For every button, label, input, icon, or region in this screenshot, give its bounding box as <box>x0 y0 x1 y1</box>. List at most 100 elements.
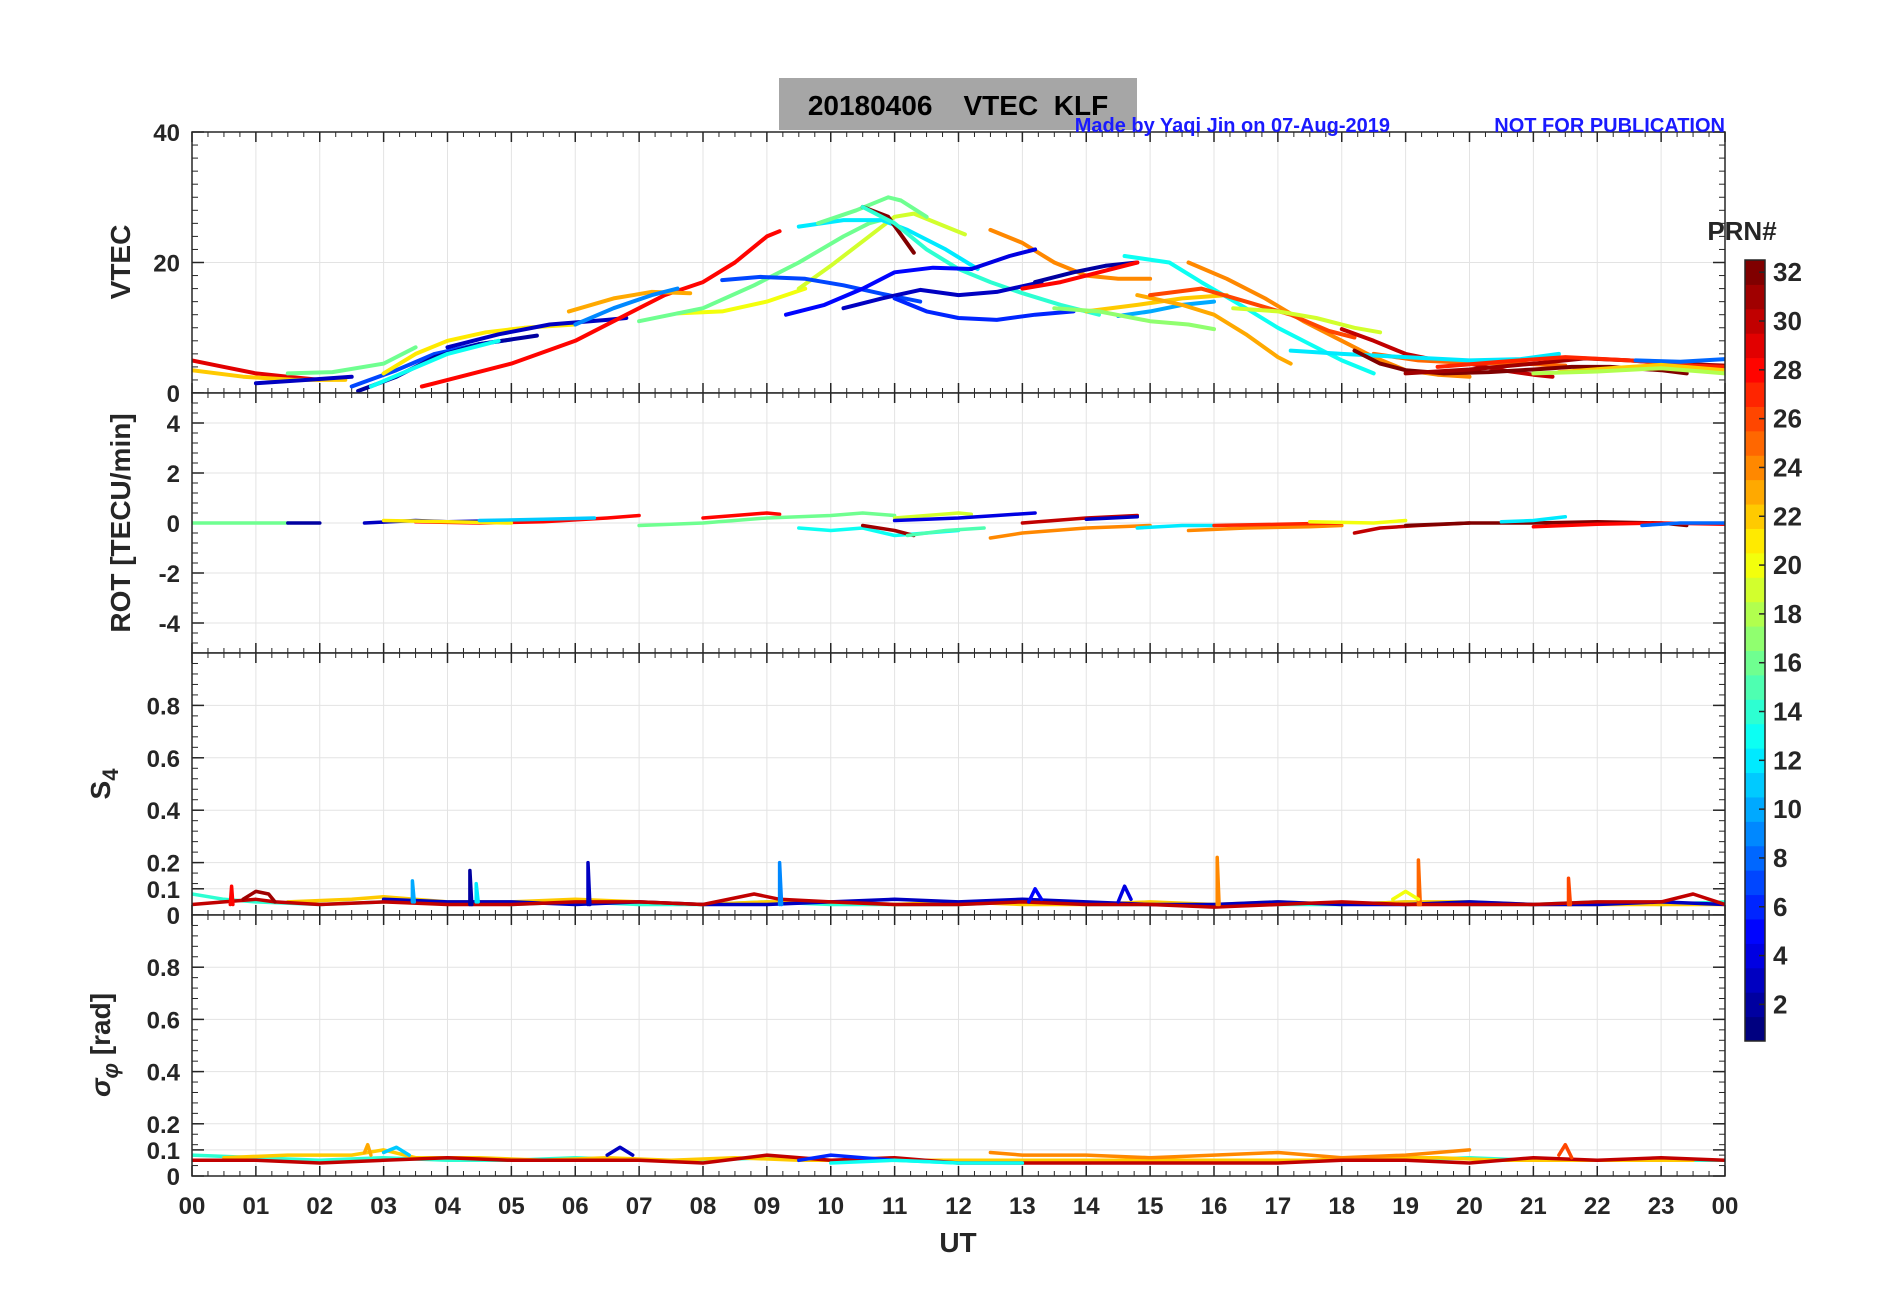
sigma-series-prn-23 <box>362 1142 373 1157</box>
rot-y-tick-label: -2 <box>159 561 180 588</box>
rot-series-prn-19 <box>892 511 974 520</box>
rot-series-prn-20 <box>1308 518 1408 525</box>
colorbar-level-15 <box>1745 674 1765 700</box>
s4-y-tick-label: 0.6 <box>147 746 180 773</box>
colorbar-level-5 <box>1745 918 1765 944</box>
vtec-series-prn-6 <box>892 296 1076 322</box>
colorbar-level-12 <box>1745 748 1765 774</box>
colorbar-level-10 <box>1745 796 1765 822</box>
vtec-series-prn-16 <box>816 195 929 226</box>
x-tick-label: 12 <box>945 1193 972 1220</box>
rot-series-prn-8 <box>1640 521 1725 528</box>
vtec-series-prn-27 <box>1435 355 1725 369</box>
x-axis-label: UT <box>939 1227 976 1258</box>
s4-y-axis-label: S4 <box>85 768 123 800</box>
colorbar-tick-label: 4 <box>1773 941 1788 971</box>
sigma-frame <box>191 914 1726 1177</box>
vtec-series-prn-28 <box>1020 260 1140 291</box>
vtec-series-prn-16 <box>285 345 418 376</box>
vtec-series-prn-20 <box>675 286 808 316</box>
panel-sigma: 00.10.2 0.4 0.6 0.8 σφ [rad] <box>85 914 1726 1191</box>
x-tick-label: 02 <box>306 1193 333 1220</box>
colorbar-level-29 <box>1745 333 1765 359</box>
x-tick-label: 17 <box>1265 1193 1292 1220</box>
sigma-y-tick-label: 0.8 <box>147 955 180 982</box>
x-tick-label: 06 <box>562 1193 589 1220</box>
colorbar-level-25 <box>1745 430 1765 456</box>
vtec-y-axis-label: VTEC <box>105 225 136 300</box>
vtec-series-prn-4 <box>969 247 1038 271</box>
panel-rot: -4 -2 0 2 4 ROT [TECU/min] <box>105 392 1726 654</box>
rot-series-prn-11 <box>477 516 597 523</box>
colorbar-tick-label: 2 <box>1773 989 1787 1019</box>
x-tick-label: 13 <box>1009 1193 1036 1220</box>
vtec-series-prn-14 <box>860 205 1101 317</box>
sigma-series-prn-3 <box>605 1145 635 1157</box>
colorbar-tick-label: 26 <box>1773 404 1802 434</box>
rot-y-tick-label: 2 <box>167 461 180 488</box>
vtec-series-prn-17 <box>1052 306 1216 332</box>
colorbar-level-23 <box>1745 479 1765 505</box>
colorbar-tick-label: 10 <box>1773 794 1802 824</box>
x-tick-label: 11 <box>882 1193 907 1220</box>
colorbar-tick-label: 28 <box>1773 355 1802 385</box>
s4-series-prn-31 <box>241 889 277 904</box>
rot-series-prn-15 <box>905 526 986 538</box>
s4-series-prn-24 <box>1215 855 1221 907</box>
colorbar-level-28 <box>1745 357 1765 383</box>
sigma-series-prn-11 <box>381 1145 411 1157</box>
vtec-y-tick-label: 0 <box>167 381 180 408</box>
x-tick-label: 01 <box>243 1193 270 1220</box>
colorbar-level-14 <box>1745 699 1765 725</box>
colorbar-tick-label: 20 <box>1773 550 1802 580</box>
sigma-y-tick-label: 0.1 <box>147 1138 180 1165</box>
s4-series-prn-5 <box>1027 887 1044 904</box>
colorbar-level-17 <box>1745 626 1765 651</box>
sigma-series-group <box>192 1142 1725 1165</box>
colorbar-tick-label: 16 <box>1773 648 1802 678</box>
x-tick-label: 04 <box>434 1193 461 1220</box>
colorbar-tick-label: 12 <box>1773 745 1802 775</box>
vtec-series-prn-26 <box>1148 286 1357 340</box>
sigma-y-tick-label: 0.4 <box>147 1060 181 1087</box>
vtec-series-prn-18 <box>1531 366 1725 376</box>
rot-y-tick-label: 0 <box>167 511 180 538</box>
colorbar-level-4 <box>1745 943 1765 969</box>
colorbar-label: PRN# <box>1707 216 1777 246</box>
x-tick-label: 14 <box>1073 1193 1100 1220</box>
s4-series-prn-12 <box>474 881 480 904</box>
vtec-series-prn-10 <box>1116 299 1216 318</box>
x-tick-label: 00 <box>179 1193 206 1220</box>
colorbar-level-32 <box>1745 260 1765 285</box>
credit-note: Made by Yaqi Jin on 07-Aug-2019 <box>1075 115 1390 137</box>
vtec-series-prn-29 <box>192 358 322 382</box>
vtec-y-tick-label: 20 <box>153 251 180 278</box>
vtec-series-prn-16 <box>637 216 891 324</box>
colorbar-tick-label: 24 <box>1773 452 1802 482</box>
colorbar-level-26 <box>1745 406 1765 432</box>
vtec-series-prn-23 <box>566 289 693 314</box>
colorbar-level-3 <box>1745 967 1765 993</box>
s4-series-prn-30 <box>192 892 1725 909</box>
x-tick-label: 18 <box>1328 1193 1355 1220</box>
colorbar-level-27 <box>1745 382 1765 407</box>
colorbar-level-31 <box>1745 284 1765 310</box>
panel-vtec: 0 20 40 VTEC <box>105 120 1726 408</box>
colorbar-tick-label: 8 <box>1773 843 1787 873</box>
s4-series-prn-4 <box>1116 884 1133 904</box>
colorbar-level-24 <box>1745 455 1765 481</box>
title-background <box>779 78 1137 130</box>
sigma-series-prn-6 <box>797 1153 897 1163</box>
s4-series-prn-28 <box>228 884 235 907</box>
vtec-series-prn-8 <box>1633 357 1725 364</box>
s4-series-prn-3 <box>586 860 592 907</box>
sigma-y-tick-label: 0.6 <box>147 1007 180 1034</box>
rot-series-prn-12 <box>1499 515 1568 524</box>
s4-series-prn-20 <box>1391 889 1421 902</box>
vtec-series-prn-3 <box>253 374 354 386</box>
colorbar-tick-label: 18 <box>1773 599 1802 629</box>
colorbar-level-6 <box>1745 894 1765 920</box>
s4-series-prn-26 <box>1566 876 1573 907</box>
colorbar-level-8 <box>1745 845 1765 871</box>
